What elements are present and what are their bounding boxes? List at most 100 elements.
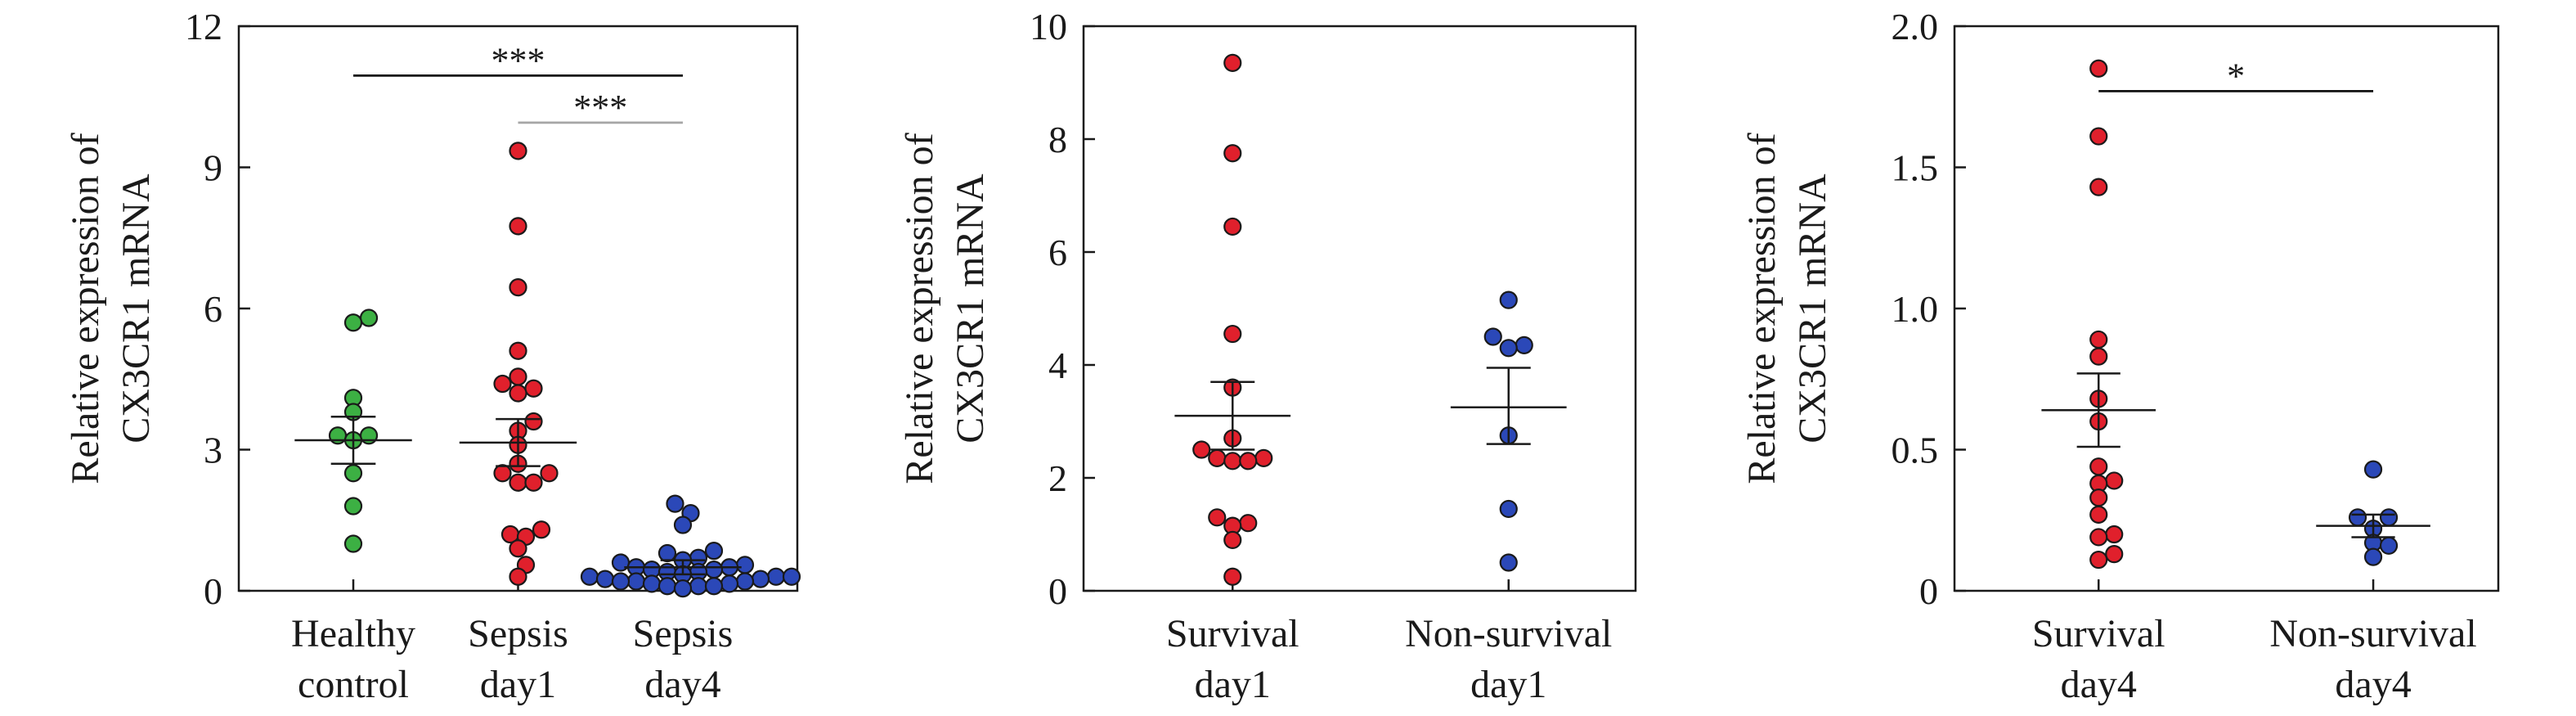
data-point [735,556,755,574]
y-axis-title-line: Relative expression of [1740,133,1784,484]
data-point [509,341,527,360]
data-point [509,278,527,297]
chart-panel-1: 0 3 6 9 12 Relative expression of CX3CR1 mRNA H… [64,6,801,706]
data-point [689,577,708,596]
data-point [343,534,363,553]
data-point [2105,525,2124,544]
data-point [2089,550,2108,570]
data-point [2379,508,2399,527]
data-point [509,567,527,586]
significance-label: *** [573,88,627,128]
data-point [735,572,755,591]
data-point [1223,452,1242,471]
data-point [2379,536,2399,555]
plot-frame [237,25,799,592]
data-point [673,516,693,534]
y-tick-label: 0 [1048,570,1067,612]
data-point [493,464,512,483]
data-point [766,567,786,586]
data-point [720,574,739,593]
data-point [2089,127,2108,146]
data-point [657,543,677,563]
y-tick-label: 6 [204,288,222,330]
data-point [1223,567,1242,586]
data-point [1223,530,1242,550]
y-tick-label: 4 [1048,344,1067,386]
y-tick-label: 0 [1919,570,1938,612]
x-category-label: day4 [644,663,720,706]
y-tick-label: 2 [1048,457,1067,499]
x-category-label: day1 [1470,663,1546,706]
x-category-label: Non-survival [2269,612,2476,655]
data-point [1499,290,1518,309]
data-point [1499,499,1518,519]
x-category-label: Healthy [291,612,415,655]
data-point [2089,505,2108,524]
data-point [2363,547,2383,566]
data-point [532,520,551,539]
data-point [657,577,677,596]
data-point [509,473,527,492]
chart-panel-3: 0 0.5 1.0 1.5 2.0 Relative expression of CX3CR… [1740,6,2500,706]
data-point [343,313,363,332]
x-category-label: Sepsis [468,612,568,655]
y-tick-label: 0 [204,570,222,612]
data-point [595,570,615,588]
data-point [2363,460,2383,479]
x-category-label: day1 [480,663,556,706]
data-point [1499,553,1518,572]
y-tick-label: 0.5 [1892,430,1939,471]
data-point [509,384,527,403]
data-point [1239,514,1258,533]
y-tick-label: 1.0 [1892,288,1939,330]
data-point [666,494,684,513]
x-category-label: Non-survival [1405,612,1612,655]
y-tick-label: 12 [185,6,222,47]
data-point [1192,440,1211,459]
data-point [2089,489,2108,507]
data-point [540,464,559,483]
data-point [2089,178,2108,196]
x-category-label: Survival [1166,612,1299,655]
data-point [524,412,543,431]
data-point [1499,339,1518,358]
y-tick-label: 1.5 [1892,147,1939,189]
y-tick-label: 10 [1030,6,1067,47]
data-point [611,572,631,591]
significance-label: *** [491,40,545,80]
data-point [704,561,724,579]
data-point [673,579,693,598]
y-axis-title-line: CX3CR1 mRNA [1791,173,1834,444]
y-tick-label: 2.0 [1892,6,1939,47]
x-category-label: Survival [2032,612,2165,655]
plot-frame [1953,25,2500,592]
data-point [2105,471,2124,490]
data-point [2348,508,2367,527]
y-tick-label: 8 [1048,119,1067,160]
data-point [509,367,527,386]
x-category-label: day4 [2061,663,2137,706]
y-tick-label: 3 [204,430,222,471]
chart-panel-2: 0 2 4 6 8 10 Relative expression of CX3CR1 mRNA… [898,6,1637,706]
data-point [1254,448,1273,467]
y-axis-title-line: CX3CR1 mRNA [114,173,158,444]
data-point [1208,508,1227,527]
data-point [2089,347,2108,366]
data-point [343,497,363,516]
x-category-label: Sepsis [633,612,734,655]
x-category-label: day1 [1195,663,1271,706]
data-point [359,308,379,327]
data-point [524,473,543,492]
data-point [2105,545,2124,564]
data-point [2089,457,2108,476]
data-point [1208,448,1227,467]
data-point [1223,324,1242,344]
data-point [509,539,527,558]
data-point [782,567,801,586]
y-axis-title-line: Relative expression of [898,133,941,484]
data-point [704,577,724,596]
data-point [1515,335,1533,354]
data-point [1483,327,1502,346]
data-point [751,570,770,588]
